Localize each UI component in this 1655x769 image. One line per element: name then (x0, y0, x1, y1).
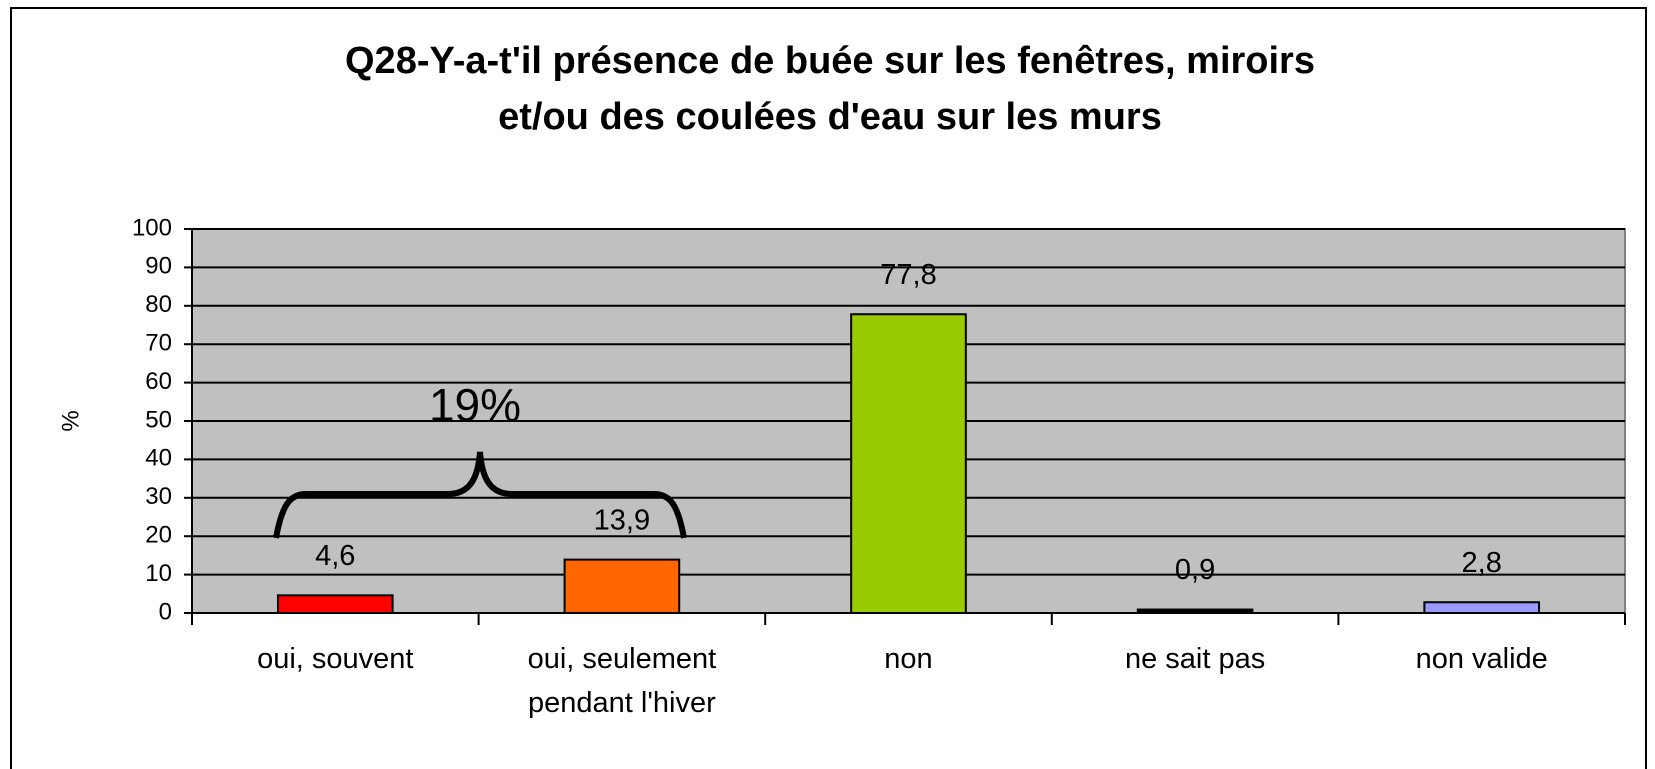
y-tick-label: 10 (145, 560, 172, 587)
y-tick-label: 60 (145, 368, 172, 395)
chart-border (10, 7, 1647, 769)
annotation: 19% (429, 379, 521, 431)
y-tick-label: 40 (145, 445, 172, 472)
data-label: 77,8 (880, 259, 936, 291)
data-label: 2,8 (1462, 547, 1502, 579)
brace (273, 451, 687, 539)
y-tick-label: 90 (145, 253, 172, 280)
y-tick-label: 20 (145, 522, 172, 549)
chart-title: et/ou des coulées d'eau sur les murs (498, 96, 1162, 138)
bar (850, 313, 967, 614)
y-tick-label: 100 (132, 214, 172, 241)
x-tick-label: non (884, 643, 933, 675)
data-label: 4,6 (315, 540, 355, 572)
data-label: 13,9 (594, 504, 650, 536)
x-tick-label: non valide (1415, 643, 1548, 675)
bar (563, 558, 681, 615)
y-tick-label: 0 (159, 598, 172, 625)
data-label: 0,9 (1175, 554, 1215, 586)
y-axis-label: % (57, 410, 84, 431)
x-tick-label: oui, seulement pendant l'hiver (527, 643, 717, 719)
y-tick-label: 50 (145, 406, 172, 433)
x-tick-label: ne sait pas (1124, 643, 1266, 675)
y-tick-label: 30 (145, 483, 172, 510)
y-tick-label: 80 (145, 291, 172, 318)
chart-title: Q28-Y-a-t'il présence de buée sur les fe… (345, 40, 1315, 82)
bar (276, 594, 394, 614)
y-tick-label: 70 (145, 330, 172, 357)
x-tick-label: oui, souvent (257, 643, 414, 675)
bar (1423, 601, 1541, 614)
